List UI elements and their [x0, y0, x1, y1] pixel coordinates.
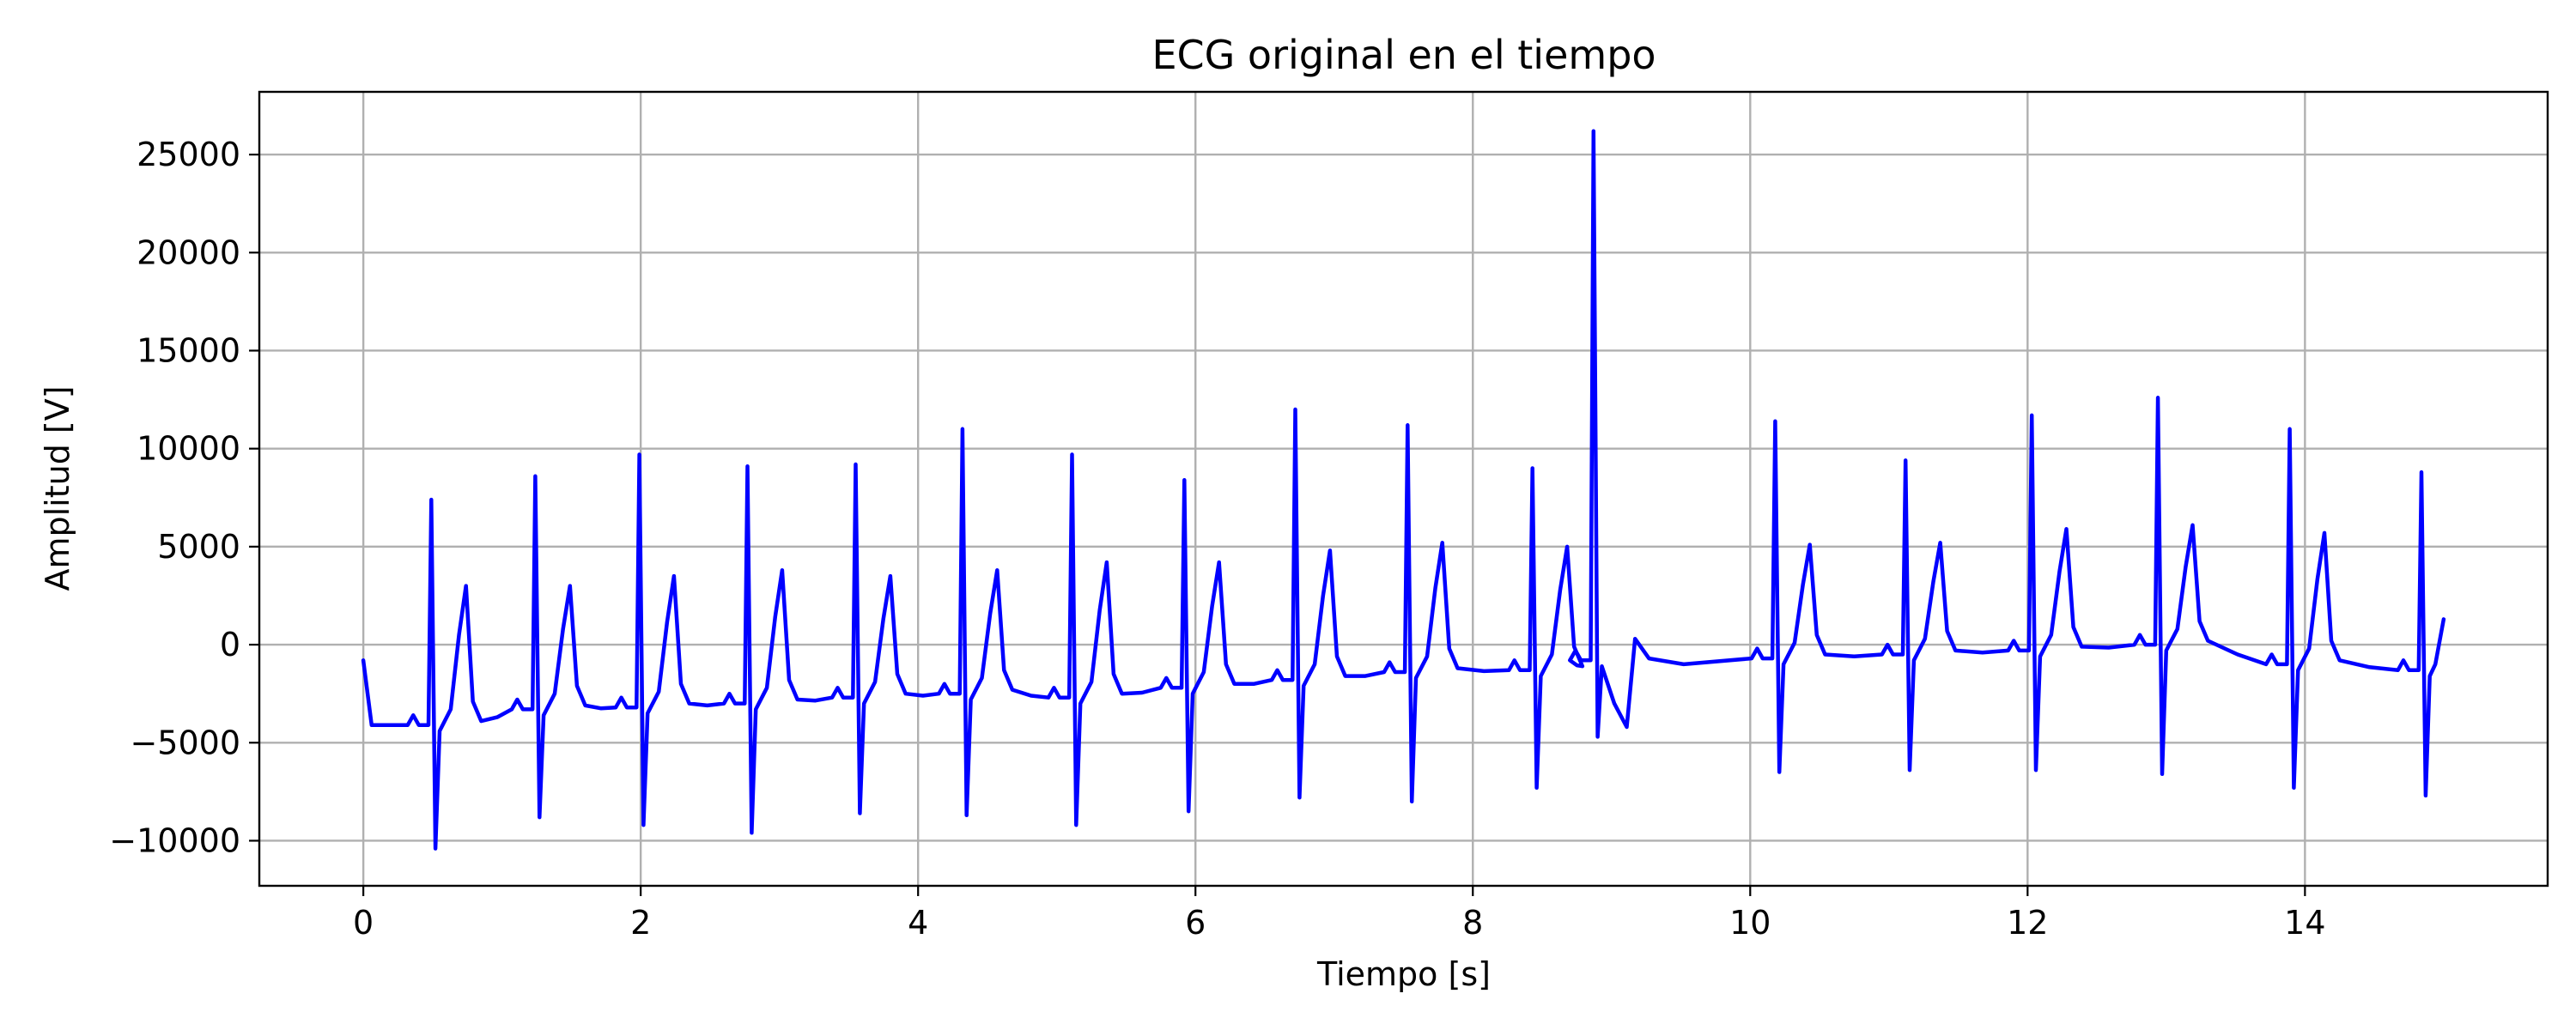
x-axis-ticks: 0 2 4 6 8 10 12 14 [353, 886, 2326, 942]
y-tick-label: 0 [220, 626, 240, 663]
y-tick-label: 15000 [137, 331, 240, 369]
x-tick-label: 14 [2284, 904, 2325, 942]
x-tick-label: 0 [353, 904, 374, 942]
y-tick-label: −10000 [109, 821, 240, 859]
x-tick-label: 4 [908, 904, 928, 942]
x-tick-label: 12 [2007, 904, 2048, 942]
plot-area [361, 129, 2446, 851]
x-tick-label: 8 [1462, 904, 1483, 942]
chart-title: ECG original en el tiempo [1151, 32, 1656, 78]
y-tick-label: −5000 [130, 724, 240, 761]
y-tick-label: 25000 [137, 136, 240, 173]
y-tick-label: 5000 [157, 528, 240, 566]
y-tick-label: 10000 [137, 430, 240, 468]
y-tick-label: 20000 [137, 233, 240, 271]
ecg-signal-line [361, 129, 2446, 851]
x-tick-label: 10 [1729, 904, 1771, 942]
grid [259, 92, 2548, 886]
x-tick-label: 2 [630, 904, 651, 942]
plot-frame [258, 90, 2549, 888]
y-axis-label: Amplitud [V] [39, 385, 76, 591]
x-tick-label: 6 [1185, 904, 1206, 942]
y-axis-ticks: −10000 −5000 0 5000 10000 15000 20000 25000 [109, 136, 259, 859]
x-axis-label: Tiempo [s] [1316, 955, 1491, 993]
